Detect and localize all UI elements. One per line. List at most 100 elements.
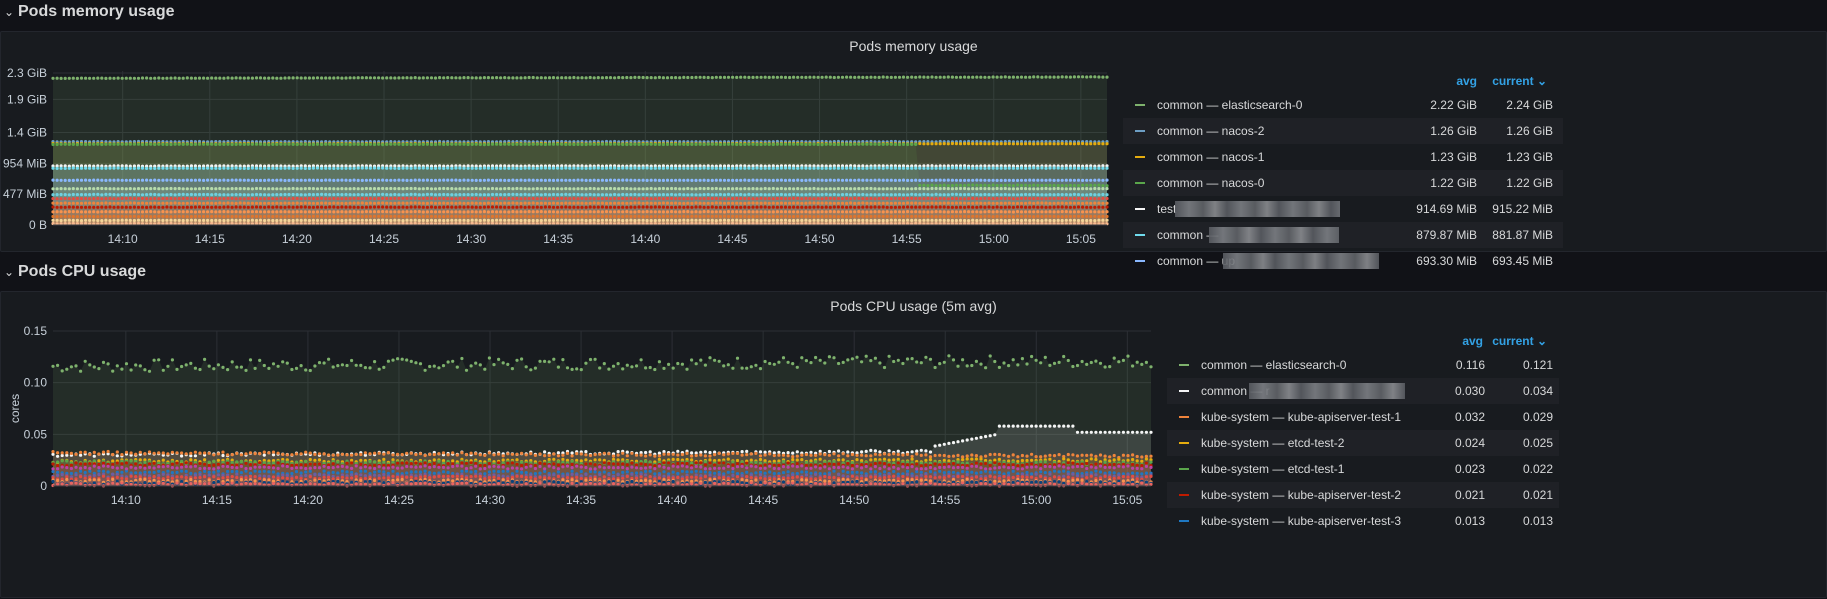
data-point	[999, 75, 1003, 79]
data-point	[1028, 142, 1032, 146]
data-point	[735, 187, 739, 191]
legend-item-name[interactable]: common — nacos-0	[1157, 176, 1265, 190]
legend-item[interactable]: common — elasticsearch-0 2.22 GiB 2.24 GiB	[1123, 92, 1563, 118]
series-color-swatch[interactable]	[1135, 182, 1145, 184]
data-point	[499, 214, 503, 218]
series-points[interactable]	[51, 354, 1153, 373]
legend-item-name[interactable]: common — elasticsearch-0	[1157, 98, 1303, 112]
data-point	[791, 362, 795, 366]
data-point	[442, 214, 446, 219]
data-point	[202, 166, 206, 170]
data-point	[576, 187, 580, 191]
series-points[interactable]	[51, 75, 1109, 80]
data-point	[490, 164, 495, 168]
data-point	[722, 221, 727, 226]
series-points[interactable]	[51, 205, 1109, 209]
memory-graph[interactable]: 14:10 14:15 14:20 14:25 14:30 14:35 14:40 14:45…	[1, 32, 1111, 251]
data-point	[828, 221, 832, 226]
data-point	[230, 187, 234, 191]
legend-item-name[interactable]: test	[1157, 202, 1177, 216]
data-point	[56, 454, 60, 458]
series-color-swatch[interactable]	[1135, 208, 1145, 210]
chevron-down-icon[interactable]: ⌄	[3, 265, 15, 279]
data-point	[450, 218, 454, 222]
legend-item-name[interactable]: common — nacos-2	[1157, 124, 1265, 138]
data-point	[759, 222, 763, 226]
series-points[interactable]	[51, 166, 1109, 170]
series-color-swatch[interactable]	[1135, 104, 1145, 106]
data-point	[328, 142, 332, 146]
data-point	[507, 196, 511, 201]
panel-title[interactable]: Pods CPU usage (5m avg)	[830, 298, 997, 314]
legend-item-name[interactable]: common — up	[1157, 254, 1236, 268]
series-color-swatch[interactable]	[1135, 156, 1145, 158]
data-point	[991, 193, 995, 197]
series-points[interactable]	[51, 192, 1109, 197]
legend-item[interactable]: test 914.69 MiB 915.22 MiB	[1123, 196, 1563, 222]
data-point	[641, 75, 645, 80]
data-point	[442, 201, 446, 205]
series-points[interactable]	[51, 142, 1109, 188]
data-point	[79, 221, 84, 226]
data-point	[861, 205, 865, 209]
data-point	[678, 201, 682, 205]
chevron-down-icon[interactable]: ⌄	[3, 5, 15, 19]
data-point	[670, 205, 674, 209]
series-points[interactable]	[51, 178, 1109, 183]
plot-area[interactable]: 14:10 14:15 14:20 14:25 14:30 14:35 14:40 14:45…	[3, 66, 1109, 246]
data-point	[206, 205, 210, 209]
series-color-swatch[interactable]	[1135, 130, 1145, 132]
legend-item-name[interactable]: common —	[1157, 228, 1219, 242]
data-point	[124, 210, 128, 214]
legend-header-avg[interactable]: avg	[1456, 74, 1477, 88]
data-point	[177, 205, 181, 209]
series-points[interactable]	[51, 218, 1109, 223]
cpu-graph[interactable]: 14:10 14:15 14:20 14:25 14:30 14:35 14:40 14:45…	[1, 292, 1156, 597]
data-point	[853, 201, 857, 205]
series-points[interactable]	[51, 449, 1153, 460]
data-point	[739, 75, 743, 79]
data-point	[779, 186, 784, 191]
legend-item[interactable]: common — nacos-2 1.26 GiB 1.26 GiB	[1123, 118, 1563, 144]
data-point	[855, 451, 859, 455]
cpu-panel: Pods CPU usage (5m avg) 14:10 14:15 14:20 1…	[0, 291, 1827, 598]
legend-item[interactable]: common — nacos-1 1.23 GiB 1.23 GiB	[1123, 144, 1563, 170]
legend-item[interactable]: common —879.87 MiB 881.87 MiB	[1123, 222, 1563, 248]
series-points[interactable]	[51, 196, 1109, 201]
panel-title[interactable]: Pods memory usage	[849, 38, 978, 54]
data-point	[401, 210, 405, 214]
data-point	[926, 142, 930, 146]
data-point	[873, 210, 877, 214]
data-point	[136, 215, 141, 219]
data-point	[149, 187, 153, 191]
series-color-swatch[interactable]	[1135, 260, 1145, 262]
legend-item[interactable]: common — nacos-0 1.22 GiB 1.22 GiB	[1123, 170, 1563, 196]
data-point	[421, 193, 425, 197]
legend-item-name[interactable]: common — nacos-1	[1157, 150, 1265, 164]
data-point	[169, 205, 173, 209]
data-point	[120, 187, 124, 191]
data-point	[258, 201, 263, 205]
data-point	[267, 214, 271, 218]
data-point	[1068, 201, 1072, 205]
row-header-cpu[interactable]: ⌄ Pods CPU usage	[0, 260, 1827, 284]
series-points[interactable]	[51, 186, 1109, 191]
legend-item[interactable]: common — up 693.30 MiB 693.45 MiB	[1123, 248, 1563, 274]
data-point	[828, 201, 832, 205]
data-point	[967, 142, 971, 146]
data-point	[413, 201, 417, 205]
series-points[interactable]	[51, 201, 1109, 205]
data-point	[556, 365, 561, 369]
series-points[interactable]	[51, 210, 1109, 214]
data-point	[136, 218, 141, 222]
series-points[interactable]	[51, 214, 1109, 219]
data-point	[470, 193, 474, 197]
data-point	[495, 166, 499, 170]
data-point	[230, 205, 234, 209]
data-point	[132, 201, 136, 205]
data-point	[153, 76, 157, 80]
legend-header-current[interactable]: current ⌄	[1492, 74, 1547, 88]
row-header-memory[interactable]: ⌄ Pods memory usage	[0, 0, 1827, 24]
series-color-swatch[interactable]	[1135, 234, 1145, 236]
plot-area[interactable]: 14:10 14:15 14:20 14:25 14:30 14:35 14:40 14:45…	[8, 324, 1153, 507]
